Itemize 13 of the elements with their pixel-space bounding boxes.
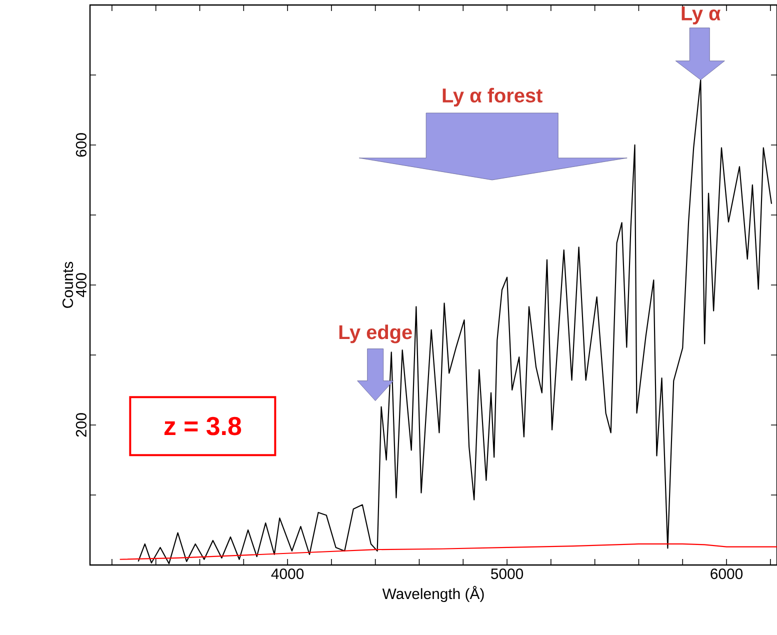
annotation: Ly α forest	[442, 88, 542, 106]
y-tick-label: 400	[76, 273, 86, 298]
y-tick-label: 600	[76, 133, 86, 157]
x-tick-label: 6000	[710, 568, 743, 580]
annotation: z = 3.8	[164, 416, 242, 436]
y-axis-title: Counts	[62, 262, 74, 308]
annotation: Ly edge	[339, 324, 412, 344]
y-tick-label: 200	[76, 413, 86, 437]
x-axis-title: Wavelength (Å)	[382, 586, 484, 602]
annotation: Ly α	[682, 6, 721, 24]
x-tick-label: 4000	[271, 568, 304, 580]
x-tick-label: 5000	[491, 568, 524, 580]
line-series	[119, 543, 777, 560]
